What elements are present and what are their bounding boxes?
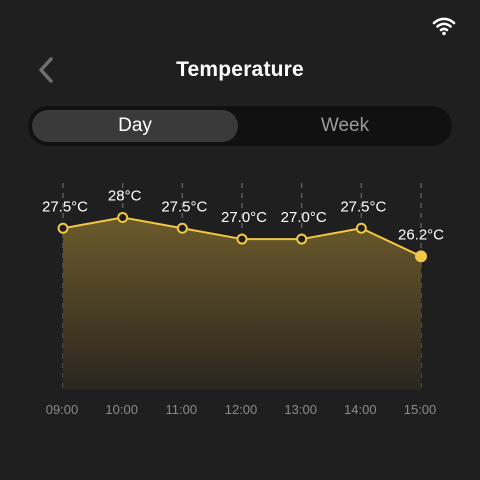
data-point[interactable] (176, 222, 188, 234)
x-tick-label: 13:00 (284, 402, 317, 417)
data-point[interactable] (355, 222, 367, 234)
data-label: 27.0°C (221, 209, 267, 226)
page-title: Temperature (176, 58, 304, 81)
x-tick-label: 15:00 (404, 402, 437, 417)
range-tabs: Day Week (28, 106, 452, 146)
data-point[interactable] (296, 233, 308, 245)
x-tick-label: 09:00 (46, 402, 79, 417)
x-tick-label: 10:00 (105, 402, 138, 417)
chevron-left-icon (39, 57, 53, 83)
back-button[interactable] (28, 54, 64, 86)
data-point[interactable] (117, 212, 129, 223)
tab-week[interactable]: Week (320, 115, 370, 136)
x-tick-label: 14:00 (344, 402, 377, 417)
wifi-icon (432, 17, 456, 36)
area-fill (63, 217, 421, 390)
data-point[interactable] (57, 222, 69, 234)
data-point[interactable] (236, 233, 248, 245)
status-bar (432, 14, 456, 38)
data-label: 27.5°C (42, 198, 88, 215)
tab-day[interactable]: Day (32, 110, 238, 142)
data-label: 27.5°C (161, 198, 207, 215)
data-point[interactable] (415, 250, 427, 263)
data-label: 27.0°C (281, 209, 327, 226)
data-label: 26.2°C (398, 226, 444, 243)
x-tick-label: 11:00 (166, 402, 198, 417)
data-label: 28°C (108, 188, 142, 205)
x-tick-label: 12:00 (225, 402, 258, 417)
data-label: 27.5°C (340, 198, 386, 215)
header: Temperature (0, 46, 480, 94)
